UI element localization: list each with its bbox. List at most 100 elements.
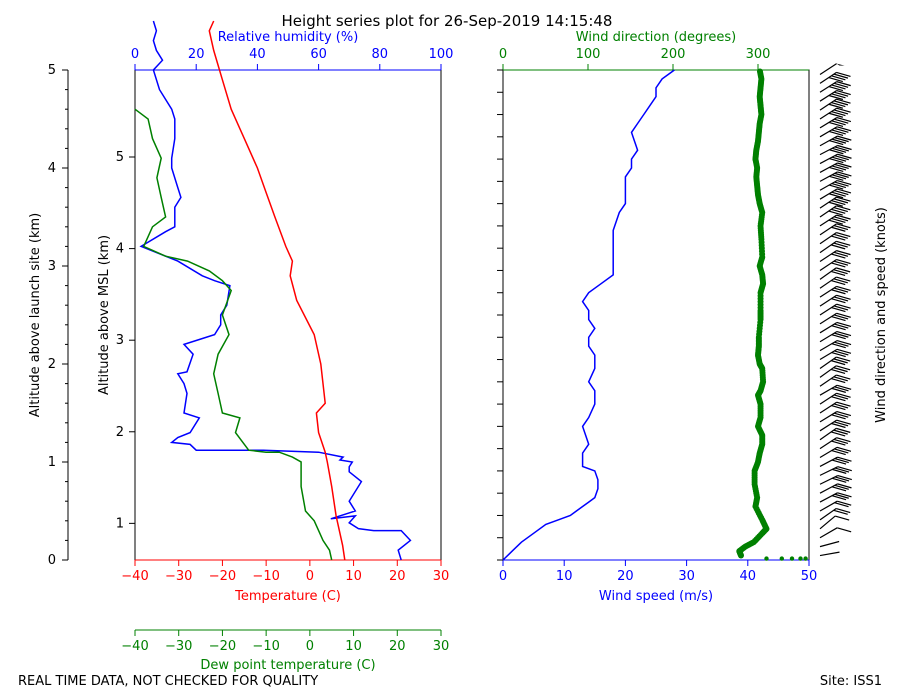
dewpoint-tick-label: 20 xyxy=(389,639,406,654)
wind-barb-staff xyxy=(819,551,840,557)
inner-alt-tick-label: 4 xyxy=(116,242,124,257)
wind-barb-flag xyxy=(837,500,852,506)
wind-barb xyxy=(819,515,850,530)
wind-barb-flag xyxy=(831,316,846,322)
wind-barb-flag xyxy=(833,403,849,409)
wind-barb-flag xyxy=(836,232,851,238)
wind-barb xyxy=(819,205,851,218)
wind-barb-flag xyxy=(837,135,852,141)
wind-barb-flag xyxy=(834,350,849,356)
temperature-tick-label: 20 xyxy=(389,569,406,584)
wind-barb xyxy=(819,466,852,476)
wind-barb-flag xyxy=(828,76,843,83)
wind-barb-flag xyxy=(836,527,852,533)
quality-disclaimer: REAL TIME DATA, NOT CHECKED FOR QUALITY xyxy=(18,674,319,689)
wind-barb-staff xyxy=(819,267,837,280)
wind-barb-flag xyxy=(831,253,846,259)
wind-barb-flag xyxy=(837,456,852,462)
dewpoint-tick-label: −10 xyxy=(252,639,279,654)
wind-barb-staff xyxy=(819,515,836,530)
wind-barb-staff xyxy=(819,180,838,191)
wind-barb xyxy=(819,98,851,111)
wind-barb-flag xyxy=(831,440,846,446)
wind-barb-staff xyxy=(819,540,840,548)
wind-barb-flag xyxy=(830,270,846,277)
wind-barb-staff xyxy=(819,153,838,165)
wind-barb-flag xyxy=(836,188,852,194)
wind-barb-flag xyxy=(828,130,844,137)
humidity-series-line xyxy=(139,20,412,561)
wind-barb-flag xyxy=(833,367,848,373)
wind-barb-flag xyxy=(831,325,846,331)
wind-barb-flag xyxy=(831,120,846,126)
wind-barb-flag xyxy=(837,483,852,489)
wind-barb-flag xyxy=(831,449,846,456)
wind-barb-flag xyxy=(836,81,851,87)
wind-barb-staff xyxy=(819,276,837,289)
wind-barb-flag xyxy=(837,179,852,186)
wind-barb-flag xyxy=(836,384,852,390)
wind-barb-flag xyxy=(836,312,851,318)
inner-alt-tick-label: 2 xyxy=(116,425,124,440)
wind-barb xyxy=(819,392,851,405)
wind-barb-flag xyxy=(833,438,849,444)
wind-barb-flag xyxy=(834,386,849,392)
wind-barb-pennant xyxy=(836,63,845,66)
outer-alt-tick-label: 5 xyxy=(48,63,56,78)
wind-barb xyxy=(819,384,852,396)
wind-barb-flag xyxy=(835,267,851,273)
wind-barb-flag xyxy=(834,484,849,490)
wind-barb-flag xyxy=(835,365,851,371)
figure-title: Height series plot for 26-Sep-2019 14:15… xyxy=(282,12,613,30)
wind-barb-flag xyxy=(836,196,851,202)
temperature-tick-label: −40 xyxy=(121,569,148,584)
wind-barb xyxy=(819,527,852,539)
wind-barb-flag xyxy=(831,351,846,358)
wind-barb xyxy=(819,285,851,298)
wind-barb-flag xyxy=(834,502,849,508)
wind-barb-flag xyxy=(836,285,851,291)
wind-barb-flag xyxy=(828,201,843,207)
wind-barb-flag xyxy=(834,146,849,152)
wind-barb-staff xyxy=(819,107,837,120)
wind-barb-staff xyxy=(819,312,838,325)
temperature-series-line xyxy=(208,20,346,561)
wind-barb-flag xyxy=(829,184,844,190)
wind-barb-flag xyxy=(834,323,849,329)
wind-barb-flag xyxy=(832,477,847,483)
wind-barb-staff xyxy=(819,126,838,138)
wind-barb-flag xyxy=(833,73,849,79)
wind-barb-flag xyxy=(831,262,846,268)
wind-barb xyxy=(819,330,852,343)
wind-barb-flag xyxy=(834,118,849,124)
wind-barb-flag xyxy=(833,82,849,88)
wind-barb xyxy=(819,171,852,182)
wind-barb-staff xyxy=(819,456,838,467)
inner-alt-tick-label: 5 xyxy=(116,150,124,165)
site-label: Site: ISS1 xyxy=(819,674,882,689)
wind-barb-flag xyxy=(831,165,847,171)
wind-barb xyxy=(819,500,852,512)
wind-barb-staff xyxy=(819,419,838,432)
wind-barb-flag xyxy=(833,278,848,284)
wind-barb xyxy=(819,356,851,369)
wind-barb-staff xyxy=(819,214,837,227)
wind-barb-flag xyxy=(836,294,851,300)
wind-barb-flag xyxy=(836,419,851,425)
wind-barb-flag xyxy=(831,486,847,492)
wind-barb-flag xyxy=(833,509,848,515)
wind-barb-flag xyxy=(831,404,846,411)
wind-barb-flag xyxy=(831,422,846,429)
wind-barb-staff xyxy=(819,340,838,352)
wind-barb-flag xyxy=(833,287,849,293)
wind-barb-flag xyxy=(836,410,852,417)
wind-direction-surface-point xyxy=(798,556,803,561)
wind-barb-flag xyxy=(831,156,847,162)
wind-barb-flag xyxy=(833,305,849,311)
humidity-axis-label: Relative humidity (%) xyxy=(218,30,359,45)
direction-tick-label: 0 xyxy=(499,47,507,62)
wind-barb-flag xyxy=(833,421,849,427)
wind-barb-flag xyxy=(828,219,844,225)
wind-barb-flag xyxy=(836,276,851,282)
wind-barb-flag xyxy=(833,296,849,302)
